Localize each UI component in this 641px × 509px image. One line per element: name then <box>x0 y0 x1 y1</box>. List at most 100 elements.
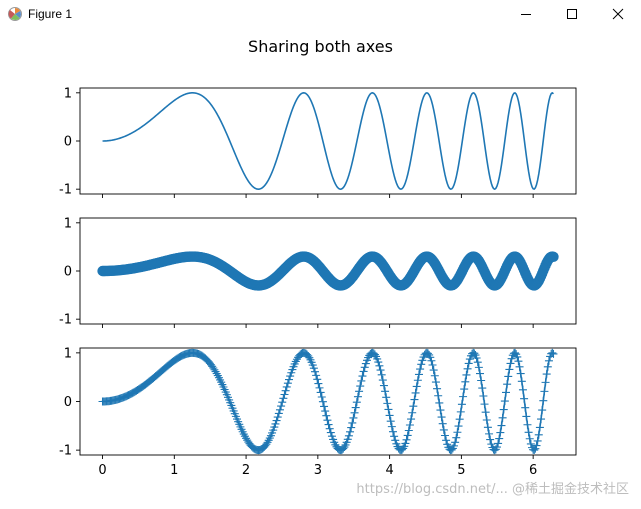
plus-marker <box>513 352 522 361</box>
plus-marker <box>429 366 438 375</box>
plus-marker <box>407 415 416 424</box>
plus-marker <box>360 363 369 372</box>
plus-marker <box>272 416 281 425</box>
plus-marker <box>321 407 330 416</box>
plus-marker <box>370 350 379 359</box>
plus-marker <box>479 392 488 400</box>
x-tick-label: 1 <box>170 463 178 478</box>
plus-marker <box>353 392 362 401</box>
plus-marker <box>280 390 289 399</box>
plus-marker <box>459 392 468 401</box>
plus-marker <box>548 348 557 357</box>
plus-marker <box>315 383 324 392</box>
maximize-button[interactable] <box>549 0 595 29</box>
plus-marker <box>305 353 314 362</box>
plus-marker <box>283 379 292 388</box>
plus-marker <box>343 435 352 444</box>
plus-marker <box>314 379 323 388</box>
plus-marker <box>281 386 290 395</box>
plus-marker <box>416 365 425 374</box>
plus-marker <box>486 435 495 444</box>
x-tick-label: 4 <box>385 463 393 478</box>
plus-marker <box>530 446 539 455</box>
plus-marker <box>442 436 451 445</box>
plus-marker <box>496 428 505 437</box>
plus-marker <box>426 353 435 362</box>
plus-marker <box>352 398 361 407</box>
plus-marker <box>533 436 542 445</box>
y-tick-label: 0 <box>64 265 72 280</box>
plus-marker <box>439 425 448 434</box>
y-tick-label: 0 <box>64 395 72 410</box>
figure-suptitle: Sharing both axes <box>248 37 393 56</box>
plus-marker <box>322 411 331 420</box>
plus-marker <box>324 420 333 429</box>
title-bar[interactable]: Figure 1 <box>0 0 641 29</box>
plus-marker <box>344 431 353 440</box>
plus-marker <box>271 419 280 428</box>
plus-marker <box>535 423 544 432</box>
plus-marker <box>492 443 501 452</box>
plus-marker <box>540 387 549 396</box>
window-title: Figure 1 <box>28 7 73 21</box>
x-tick-label: 6 <box>529 463 537 478</box>
plus-marker <box>350 408 359 417</box>
subplot-2: -1 0 1 <box>59 216 577 328</box>
plus-marker <box>523 420 532 429</box>
plus-marker <box>521 403 530 412</box>
x-tick-label: 2 <box>242 463 250 478</box>
plus-marker <box>517 377 526 386</box>
plus-marker <box>311 367 320 376</box>
y-tick-label: -1 <box>59 183 72 198</box>
plus-marker <box>385 411 394 420</box>
plus-marker <box>501 388 510 397</box>
plus-marker <box>437 413 446 422</box>
plus-marker <box>522 412 531 421</box>
plus-marker <box>456 407 465 416</box>
plus-marker <box>454 422 463 431</box>
plus-marker <box>374 358 383 367</box>
x-tick-label: 0 <box>98 463 106 478</box>
scatter-point <box>548 251 559 263</box>
plus-marker <box>377 370 386 379</box>
plus-marker <box>436 406 445 415</box>
plus-marker <box>539 396 548 405</box>
plus-marker <box>273 413 282 422</box>
close-icon <box>612 8 624 20</box>
x-tick-label: 3 <box>314 463 322 478</box>
plus-marker <box>347 423 356 432</box>
plus-marker <box>453 428 462 437</box>
plus-marker <box>409 402 418 411</box>
plus-marker <box>524 428 533 437</box>
plus-marker <box>278 398 287 407</box>
plus-marker <box>340 443 349 452</box>
plus-marker <box>500 397 509 406</box>
plus-marker <box>482 416 491 425</box>
plus-marker <box>404 426 413 435</box>
plus-marker <box>525 434 534 443</box>
plus-marker <box>399 444 408 453</box>
y-tick-label: 1 <box>64 86 72 101</box>
y-tick-label: 0 <box>64 135 72 150</box>
plus-marker <box>506 359 515 368</box>
plus-marker <box>520 394 529 403</box>
maximize-icon <box>567 9 577 19</box>
plus-marker <box>240 432 249 441</box>
plus-marker <box>382 393 391 402</box>
plus-marker <box>359 367 368 376</box>
y-tick-label: 1 <box>64 346 72 361</box>
plus-marker <box>503 380 512 389</box>
plus-marker <box>317 393 326 402</box>
plus-marker <box>451 438 460 447</box>
plus-marker <box>376 366 385 375</box>
plus-marker <box>532 441 541 450</box>
minimize-button[interactable] <box>503 0 549 29</box>
plus-marker <box>327 432 336 441</box>
plus-marker <box>440 431 449 440</box>
plus-marker <box>514 357 523 366</box>
plus-marker <box>383 399 392 408</box>
close-button[interactable] <box>595 0 641 29</box>
plus-marker <box>414 370 423 379</box>
plus-marker <box>457 400 466 409</box>
